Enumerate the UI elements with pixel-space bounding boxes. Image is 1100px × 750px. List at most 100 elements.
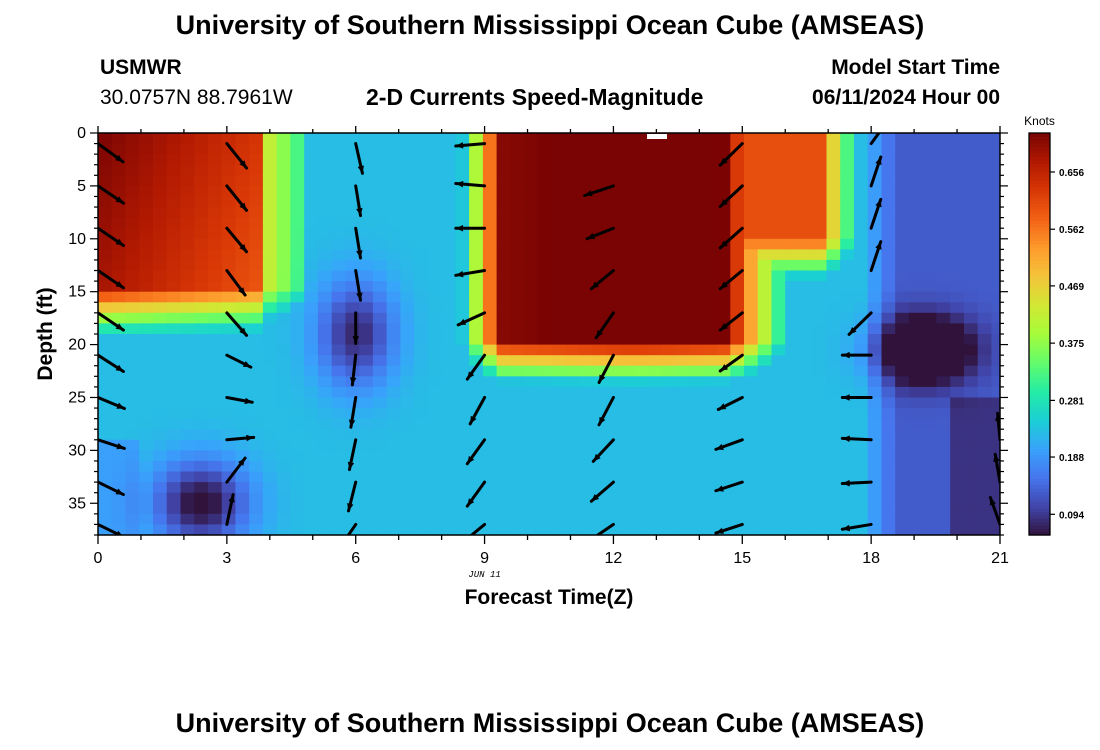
heatmap-cell — [359, 281, 374, 293]
heatmap-cell — [757, 291, 772, 303]
heatmap-cell — [166, 217, 181, 229]
heatmap-cell — [771, 376, 786, 388]
heatmap-cell — [372, 302, 388, 314]
heatmap-cell — [936, 365, 951, 377]
heatmap-cell — [565, 281, 580, 293]
current-vector — [225, 142, 249, 170]
heatmap-cell — [661, 259, 676, 272]
heatmap-cell — [854, 270, 869, 282]
heatmap-cell — [689, 143, 704, 155]
heatmap-cell — [647, 513, 663, 525]
heatmap-cell — [895, 450, 910, 462]
heatmap-cell — [647, 429, 663, 441]
heatmap-cell — [180, 291, 195, 303]
heatmap-cell — [757, 196, 772, 208]
heatmap-cell — [689, 217, 704, 229]
heatmap-cell — [950, 450, 965, 462]
heatmap-cell — [125, 471, 140, 483]
heatmap-cell — [908, 228, 924, 240]
y-tick-label: 20 — [68, 337, 86, 354]
heatmap-cell — [359, 334, 374, 346]
heatmap-cell — [867, 471, 882, 483]
colorbar-swatch — [1029, 340, 1050, 345]
heatmap-cell — [180, 154, 195, 166]
heatmap-cell — [799, 482, 814, 494]
heatmap-cell — [689, 154, 704, 166]
heatmap-cell — [276, 291, 291, 303]
heatmap-cell — [895, 302, 910, 314]
heatmap-cell — [922, 408, 937, 420]
heatmap-cell — [427, 154, 443, 166]
current-vector — [225, 456, 247, 484]
heatmap-cell — [262, 492, 278, 504]
heatmap-cell — [936, 439, 951, 451]
heatmap-cell — [730, 482, 745, 494]
heatmap-cell — [221, 365, 236, 377]
heatmap-cell — [180, 143, 195, 155]
heatmap-cell — [812, 503, 827, 515]
heatmap-cell — [744, 471, 759, 483]
heatmap-cell — [744, 270, 759, 282]
current-vector — [225, 493, 235, 526]
heatmap-cell — [111, 143, 126, 155]
heatmap-cell — [372, 175, 388, 187]
heatmap-cell — [345, 196, 360, 208]
heatmap-cell — [634, 482, 649, 494]
heatmap-cell — [785, 143, 800, 155]
heatmap-cell — [414, 175, 429, 187]
heatmap-cell — [194, 439, 209, 451]
heatmap-cell — [647, 291, 663, 303]
heatmap-cell — [716, 450, 731, 462]
heatmap-cell — [551, 334, 566, 346]
heatmap-cell — [414, 492, 429, 504]
heatmap-cell — [922, 482, 937, 494]
heatmap-cell — [675, 492, 690, 504]
colorbar-swatch — [1029, 173, 1050, 178]
heatmap-cell — [895, 397, 910, 409]
heatmap-cell — [730, 439, 745, 451]
heatmap-cell — [799, 408, 814, 420]
heatmap-cell — [496, 259, 511, 272]
x-tick-label: 3 — [222, 550, 231, 567]
heatmap-cell — [208, 418, 223, 430]
heatmap-cell — [386, 386, 401, 399]
heatmap-cell — [221, 482, 236, 494]
heatmap-cell — [991, 175, 1000, 187]
heatmap-cell — [304, 450, 319, 462]
heatmap-cell — [826, 344, 841, 356]
heatmap-cell — [950, 386, 965, 399]
heatmap-cell — [950, 291, 965, 303]
heatmap-cell — [826, 259, 841, 272]
heatmap-cell — [785, 281, 800, 293]
heatmap-cell — [482, 228, 498, 240]
heatmap-cell — [634, 291, 649, 303]
heatmap-cell — [469, 228, 484, 240]
colorbar-swatch — [1029, 451, 1050, 456]
heatmap-cell — [963, 418, 979, 430]
colorbar-swatch — [1029, 143, 1050, 147]
heatmap-cell — [661, 196, 676, 208]
heatmap-cell — [359, 450, 374, 462]
heatmap-cell — [469, 185, 484, 198]
heatmap-cell — [180, 259, 195, 272]
heatmap-cell — [194, 302, 209, 314]
model-start-label: Model Start Time — [831, 56, 1000, 79]
heatmap-cell — [606, 164, 621, 176]
heatmap-cell — [469, 312, 484, 324]
heatmap-cell — [455, 503, 470, 515]
heatmap-cell — [98, 450, 113, 462]
heatmap-cell — [771, 175, 786, 187]
heatmap-cell — [785, 312, 800, 324]
heatmap-cell — [977, 238, 992, 250]
heatmap-cell — [427, 376, 443, 388]
current-vector — [346, 522, 358, 535]
heatmap-cell — [359, 270, 374, 282]
current-vector — [589, 269, 615, 291]
current-vector — [714, 438, 744, 451]
current-vector — [354, 142, 365, 175]
heatmap-cell — [276, 418, 291, 430]
heatmap-cell — [194, 133, 209, 145]
heatmap-cell — [702, 281, 718, 293]
heatmap-cell — [441, 154, 456, 166]
heatmap-cell — [221, 143, 236, 155]
